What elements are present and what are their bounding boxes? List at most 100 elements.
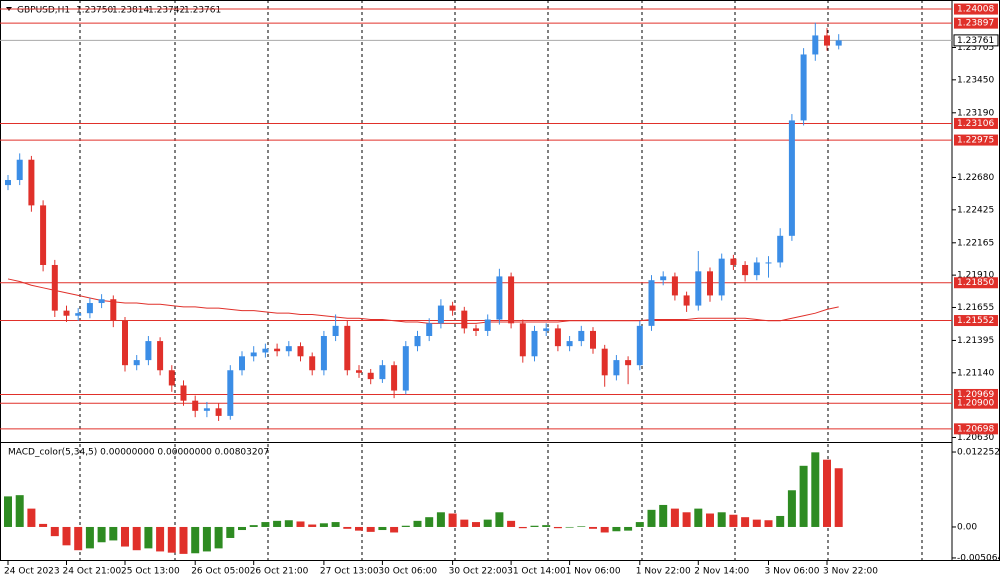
candle-body xyxy=(285,346,292,352)
candle-body xyxy=(777,235,784,263)
level-tag xyxy=(954,117,998,129)
candle-body xyxy=(590,330,596,349)
histogram-bar xyxy=(425,517,434,527)
level-label: 1.20969 xyxy=(957,390,994,400)
histogram-bar xyxy=(530,525,539,527)
histogram-bar xyxy=(15,495,24,527)
histogram-bar xyxy=(472,522,480,527)
candle-body xyxy=(449,305,456,311)
level-label: 1.21552 xyxy=(957,316,994,326)
y-tick-label: -0.005064 xyxy=(957,553,1000,563)
candle-body xyxy=(356,370,362,373)
x-tick-label: 30 Oct 06:00 xyxy=(378,567,437,577)
histogram-bar xyxy=(823,459,831,527)
candle-body xyxy=(788,120,795,236)
ohlc-high: 1.23814 xyxy=(112,6,149,16)
histogram-bar xyxy=(729,514,738,527)
candle-body xyxy=(824,35,830,46)
candle-body xyxy=(344,325,351,371)
histogram-bar xyxy=(647,509,656,527)
histogram-bar xyxy=(50,526,59,537)
candle-body xyxy=(765,262,772,264)
histogram-bar xyxy=(4,496,12,527)
candle-body xyxy=(63,310,70,316)
symbol: GBPUSD,H1 xyxy=(17,6,70,16)
y-tick-label: 1.21910 xyxy=(957,271,994,281)
x-tick-label: 2 Nov 14:00 xyxy=(694,567,749,577)
histogram-bar xyxy=(62,526,71,546)
histogram-bar xyxy=(706,513,714,527)
candle-body xyxy=(332,325,339,337)
candle-body xyxy=(566,341,573,347)
histogram-bar xyxy=(577,526,586,527)
x-tick-label: 31 Oct 14:00 xyxy=(507,567,566,577)
candle-body xyxy=(812,35,819,55)
histogram-bar xyxy=(670,508,679,527)
x-tick-label: 24 Oct 21:00 xyxy=(63,567,122,577)
histogram-bar xyxy=(635,522,644,527)
histogram-bar xyxy=(448,513,457,527)
histogram-bar xyxy=(401,525,410,527)
candle-body xyxy=(414,336,421,347)
candle-body xyxy=(86,303,93,314)
histogram-bar xyxy=(659,504,668,527)
candle-body xyxy=(157,341,164,371)
macd-title: MACD_color(5,34,5) 0.00000000 0.00000000… xyxy=(8,448,269,458)
x-tick-label: 24 Oct 2023 xyxy=(4,567,60,577)
moving-average xyxy=(7,278,839,324)
y-tick-label: 1.23190 xyxy=(957,108,994,118)
candle-body xyxy=(274,348,281,352)
candle-body xyxy=(660,276,667,281)
candle-body xyxy=(16,159,23,181)
current-price-tag xyxy=(953,34,999,47)
histogram-bar xyxy=(811,452,820,527)
candle-body xyxy=(75,313,82,316)
candle-body xyxy=(695,271,702,306)
y-tick-label: 1.21140 xyxy=(957,368,994,378)
histogram-bar xyxy=(156,526,165,552)
candle-body xyxy=(519,323,526,357)
y-tick-label: 1.23705 xyxy=(957,43,994,53)
histogram-bar xyxy=(589,526,597,529)
candle-body xyxy=(262,348,269,353)
ohlc-low: 1.23742 xyxy=(148,6,185,16)
level-label: 1.24008 xyxy=(957,5,994,15)
y-tick-label: 1.21395 xyxy=(957,336,994,346)
histogram-bar xyxy=(799,465,808,527)
candle-body xyxy=(683,295,690,306)
histogram-bar xyxy=(202,526,211,552)
histogram-bar xyxy=(507,520,516,527)
candle-body xyxy=(227,370,234,416)
candle-body xyxy=(180,385,187,401)
histogram-bar xyxy=(752,519,761,527)
histogram-bar xyxy=(366,526,375,532)
candle-body xyxy=(192,400,199,411)
candle-body xyxy=(367,372,374,380)
y-tick-label: 1.22425 xyxy=(957,205,994,215)
candle-body xyxy=(250,352,257,357)
level-label: 1.23106 xyxy=(957,119,994,129)
candle-body xyxy=(402,346,409,391)
histogram-bar xyxy=(167,526,176,553)
candle-body xyxy=(309,356,316,371)
histogram-bar xyxy=(390,526,399,533)
candle-body xyxy=(543,328,550,331)
candle-body xyxy=(133,360,140,366)
candle-body xyxy=(426,323,433,337)
histogram-bar xyxy=(436,512,445,527)
histogram-bar xyxy=(226,526,235,538)
histogram-bar xyxy=(834,468,843,527)
histogram-bar xyxy=(97,526,106,543)
y-tick-label: 0.012252 xyxy=(957,448,1000,458)
candle-body xyxy=(484,319,491,331)
y-tick-label: 0.00 xyxy=(957,522,977,532)
candle-body xyxy=(145,341,152,361)
histogram-bar xyxy=(355,526,363,531)
histogram-bar xyxy=(39,523,48,527)
candle-body xyxy=(461,310,468,329)
candle-body xyxy=(730,258,737,265)
histogram-bar xyxy=(776,515,785,527)
histogram-bar xyxy=(460,519,469,527)
candle-body xyxy=(168,370,175,386)
